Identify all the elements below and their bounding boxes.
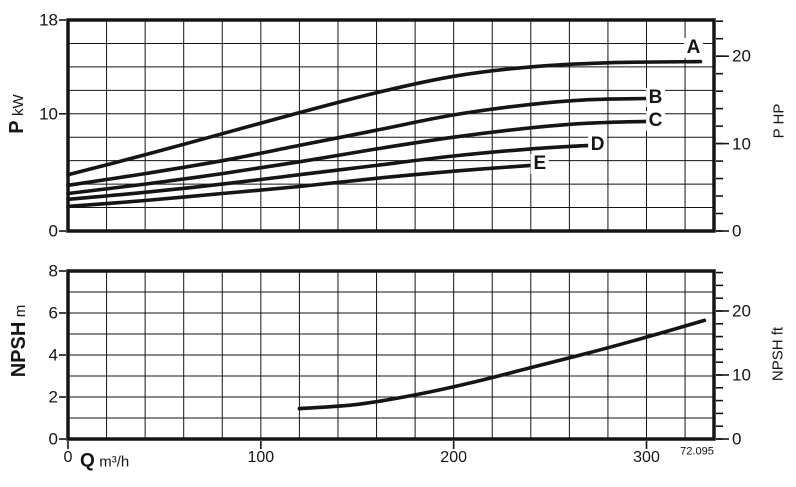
curve-B <box>66 96 649 188</box>
x-label-100: 100 <box>247 449 275 466</box>
power-right-axis-title: P HP <box>770 103 788 139</box>
power-vs-flow-yleft-label-10: 10 <box>39 104 58 124</box>
curve-label-E: E <box>530 154 550 175</box>
x-label-0: 0 <box>63 449 73 466</box>
curve-label-B: B <box>645 87 666 108</box>
curve-C <box>66 119 649 196</box>
npsh-left-axis-title: NPSH m <box>8 304 30 378</box>
curve-label-C: C <box>645 111 666 132</box>
power-vs-flow-yright-label-10: 10 <box>732 134 751 154</box>
curve-NPSH <box>297 318 707 411</box>
power-left-axis-symbol: P <box>6 120 28 134</box>
x-label-200: 200 <box>440 449 468 466</box>
power-vs-flow-yright-label-0: 0 <box>732 221 742 241</box>
npsh-vs-flow-yright-label-10: 10 <box>732 365 751 385</box>
curve-E <box>66 163 533 209</box>
power-left-axis-unit: kW <box>10 94 27 116</box>
power-vs-flow-plot-border <box>66 18 716 233</box>
power-vs-flow-yright-label-20: 20 <box>732 46 751 66</box>
npsh-right-axis-title: NPSH ft <box>769 326 787 382</box>
npsh-vs-flow-yleft-label-8: 8 <box>48 261 58 281</box>
npsh-vs-flow-yleft-label-0: 0 <box>48 429 58 449</box>
npsh-left-axis-symbol: NPSH <box>8 321 30 378</box>
npsh-vs-flow-yleft-label-2: 2 <box>48 387 58 407</box>
curve-number-footnote: 72.095 <box>680 445 714 458</box>
npsh-left-axis-unit: m <box>12 304 29 318</box>
curve-label-D: D <box>587 135 608 156</box>
npsh-vs-flow-yleft-label-6: 6 <box>48 303 58 323</box>
npsh-vs-flow-yright-label-20: 20 <box>732 301 751 321</box>
curve-A <box>66 59 703 177</box>
npsh-vs-flow-yright-label-0: 0 <box>732 429 742 449</box>
power-vs-flow-yleft-label-0: 0 <box>48 221 58 241</box>
npsh-vs-flow-yleft-label-4: 4 <box>48 345 58 365</box>
npsh-vs-flow-plot-border <box>66 269 716 441</box>
x-axis-title: Q m³/h <box>80 452 129 471</box>
x-axis-unit: m³/h <box>99 453 130 471</box>
curve-D <box>66 143 591 202</box>
power-left-axis-title: P kW <box>6 94 28 134</box>
curve-label-A: A <box>683 37 704 58</box>
x-label-300: 300 <box>633 449 660 466</box>
x-axis-symbol: Q <box>80 450 95 472</box>
power-vs-flow-yleft-label-18: 18 <box>39 10 58 30</box>
